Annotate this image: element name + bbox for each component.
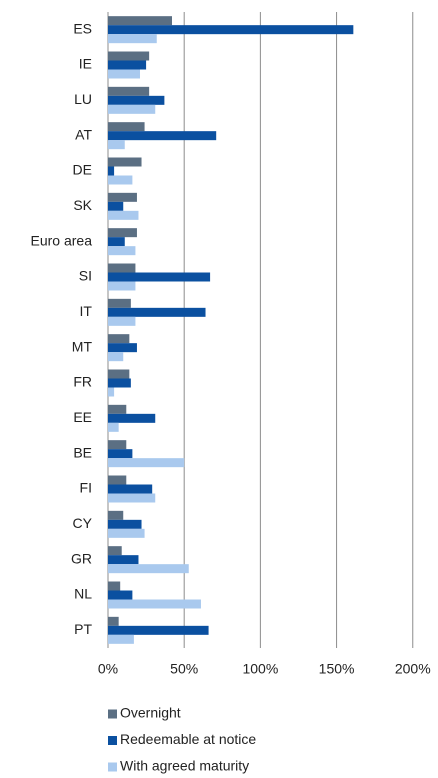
x-tick-label: 50% — [170, 661, 198, 677]
bar — [108, 307, 206, 317]
legend-label: Overnight — [120, 705, 181, 721]
bar — [108, 581, 121, 591]
bar — [108, 34, 157, 44]
y-tick-label: SK — [73, 197, 92, 213]
y-tick-label: SI — [79, 268, 92, 284]
bar — [108, 157, 142, 167]
y-tick-label: ES — [73, 20, 92, 36]
x-tick-label: 100% — [242, 661, 278, 677]
y-tick-label: AT — [75, 126, 92, 142]
bar — [108, 378, 131, 388]
y-tick-label: IE — [79, 56, 92, 72]
bar — [108, 281, 136, 291]
y-tick-label: MT — [72, 338, 93, 354]
y-tick-label: IT — [80, 303, 93, 319]
y-tick-label: CY — [73, 515, 93, 531]
y-tick-label: Euro area — [31, 232, 93, 248]
bar — [108, 440, 127, 450]
bar — [108, 246, 136, 256]
bar — [108, 484, 153, 494]
bar — [108, 590, 133, 600]
bar — [108, 564, 189, 574]
y-tick-label: DE — [73, 162, 92, 178]
bar — [108, 387, 115, 397]
bar — [108, 69, 140, 79]
y-tick-label: PT — [74, 621, 92, 637]
bar — [108, 449, 133, 459]
bar — [108, 510, 124, 520]
legend-label: With agreed maturity — [120, 758, 249, 774]
bar — [108, 298, 131, 308]
bar — [108, 519, 142, 529]
bar — [108, 404, 127, 414]
bar — [108, 599, 201, 609]
bar — [108, 16, 172, 26]
bar — [108, 616, 119, 626]
bar — [108, 413, 156, 423]
bar — [108, 625, 209, 635]
legend-swatch — [108, 736, 117, 745]
bar — [108, 60, 147, 70]
bar — [108, 334, 130, 344]
bar — [108, 131, 217, 141]
bar — [108, 555, 139, 565]
y-tick-label: FR — [73, 374, 92, 390]
bar — [108, 475, 127, 485]
y-tick-label: EE — [73, 409, 92, 425]
y-tick-label: GR — [71, 550, 92, 566]
bar — [108, 175, 133, 185]
bar — [108, 95, 165, 105]
x-tick-label: 150% — [319, 661, 355, 677]
bar — [108, 201, 124, 211]
bar — [108, 369, 130, 379]
bar — [108, 104, 156, 114]
bar — [108, 263, 136, 273]
bar — [108, 493, 156, 503]
legend-label: Redeemable at notice — [120, 731, 256, 747]
bar — [108, 86, 150, 96]
y-tick-label: FI — [80, 480, 92, 496]
bar — [108, 634, 134, 644]
bar — [108, 122, 145, 132]
bar — [108, 192, 137, 202]
legend-swatch — [108, 762, 117, 772]
bar — [108, 210, 139, 220]
bar — [108, 546, 122, 556]
bar — [108, 528, 145, 538]
bar — [108, 51, 150, 61]
x-tick-label: 0% — [98, 661, 118, 677]
bar — [108, 422, 119, 432]
bar — [108, 166, 115, 176]
bar — [108, 272, 211, 282]
y-tick-label: BE — [73, 444, 92, 460]
bar — [108, 316, 136, 326]
bar — [108, 458, 185, 468]
bar — [108, 352, 124, 362]
bar — [108, 343, 137, 353]
bar — [108, 228, 137, 238]
bar — [108, 25, 354, 35]
bar — [108, 237, 125, 247]
legend-swatch — [108, 709, 117, 719]
y-tick-label: LU — [74, 91, 92, 107]
bar — [108, 140, 125, 150]
x-tick-label: 200% — [395, 661, 431, 677]
y-tick-label: NL — [74, 586, 92, 602]
